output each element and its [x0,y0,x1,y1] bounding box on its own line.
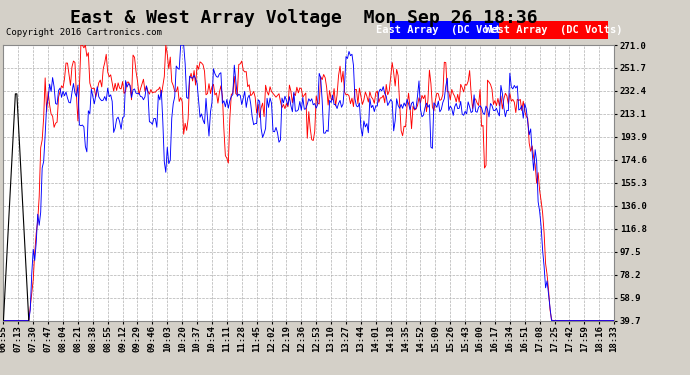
Text: East & West Array Voltage  Mon Sep 26 18:36: East & West Array Voltage Mon Sep 26 18:… [70,9,538,27]
Text: East Array  (DC Volts): East Array (DC Volts) [375,26,513,35]
Text: West Array  (DC Volts): West Array (DC Volts) [484,26,622,35]
Text: Copyright 2016 Cartronics.com: Copyright 2016 Cartronics.com [6,28,161,37]
